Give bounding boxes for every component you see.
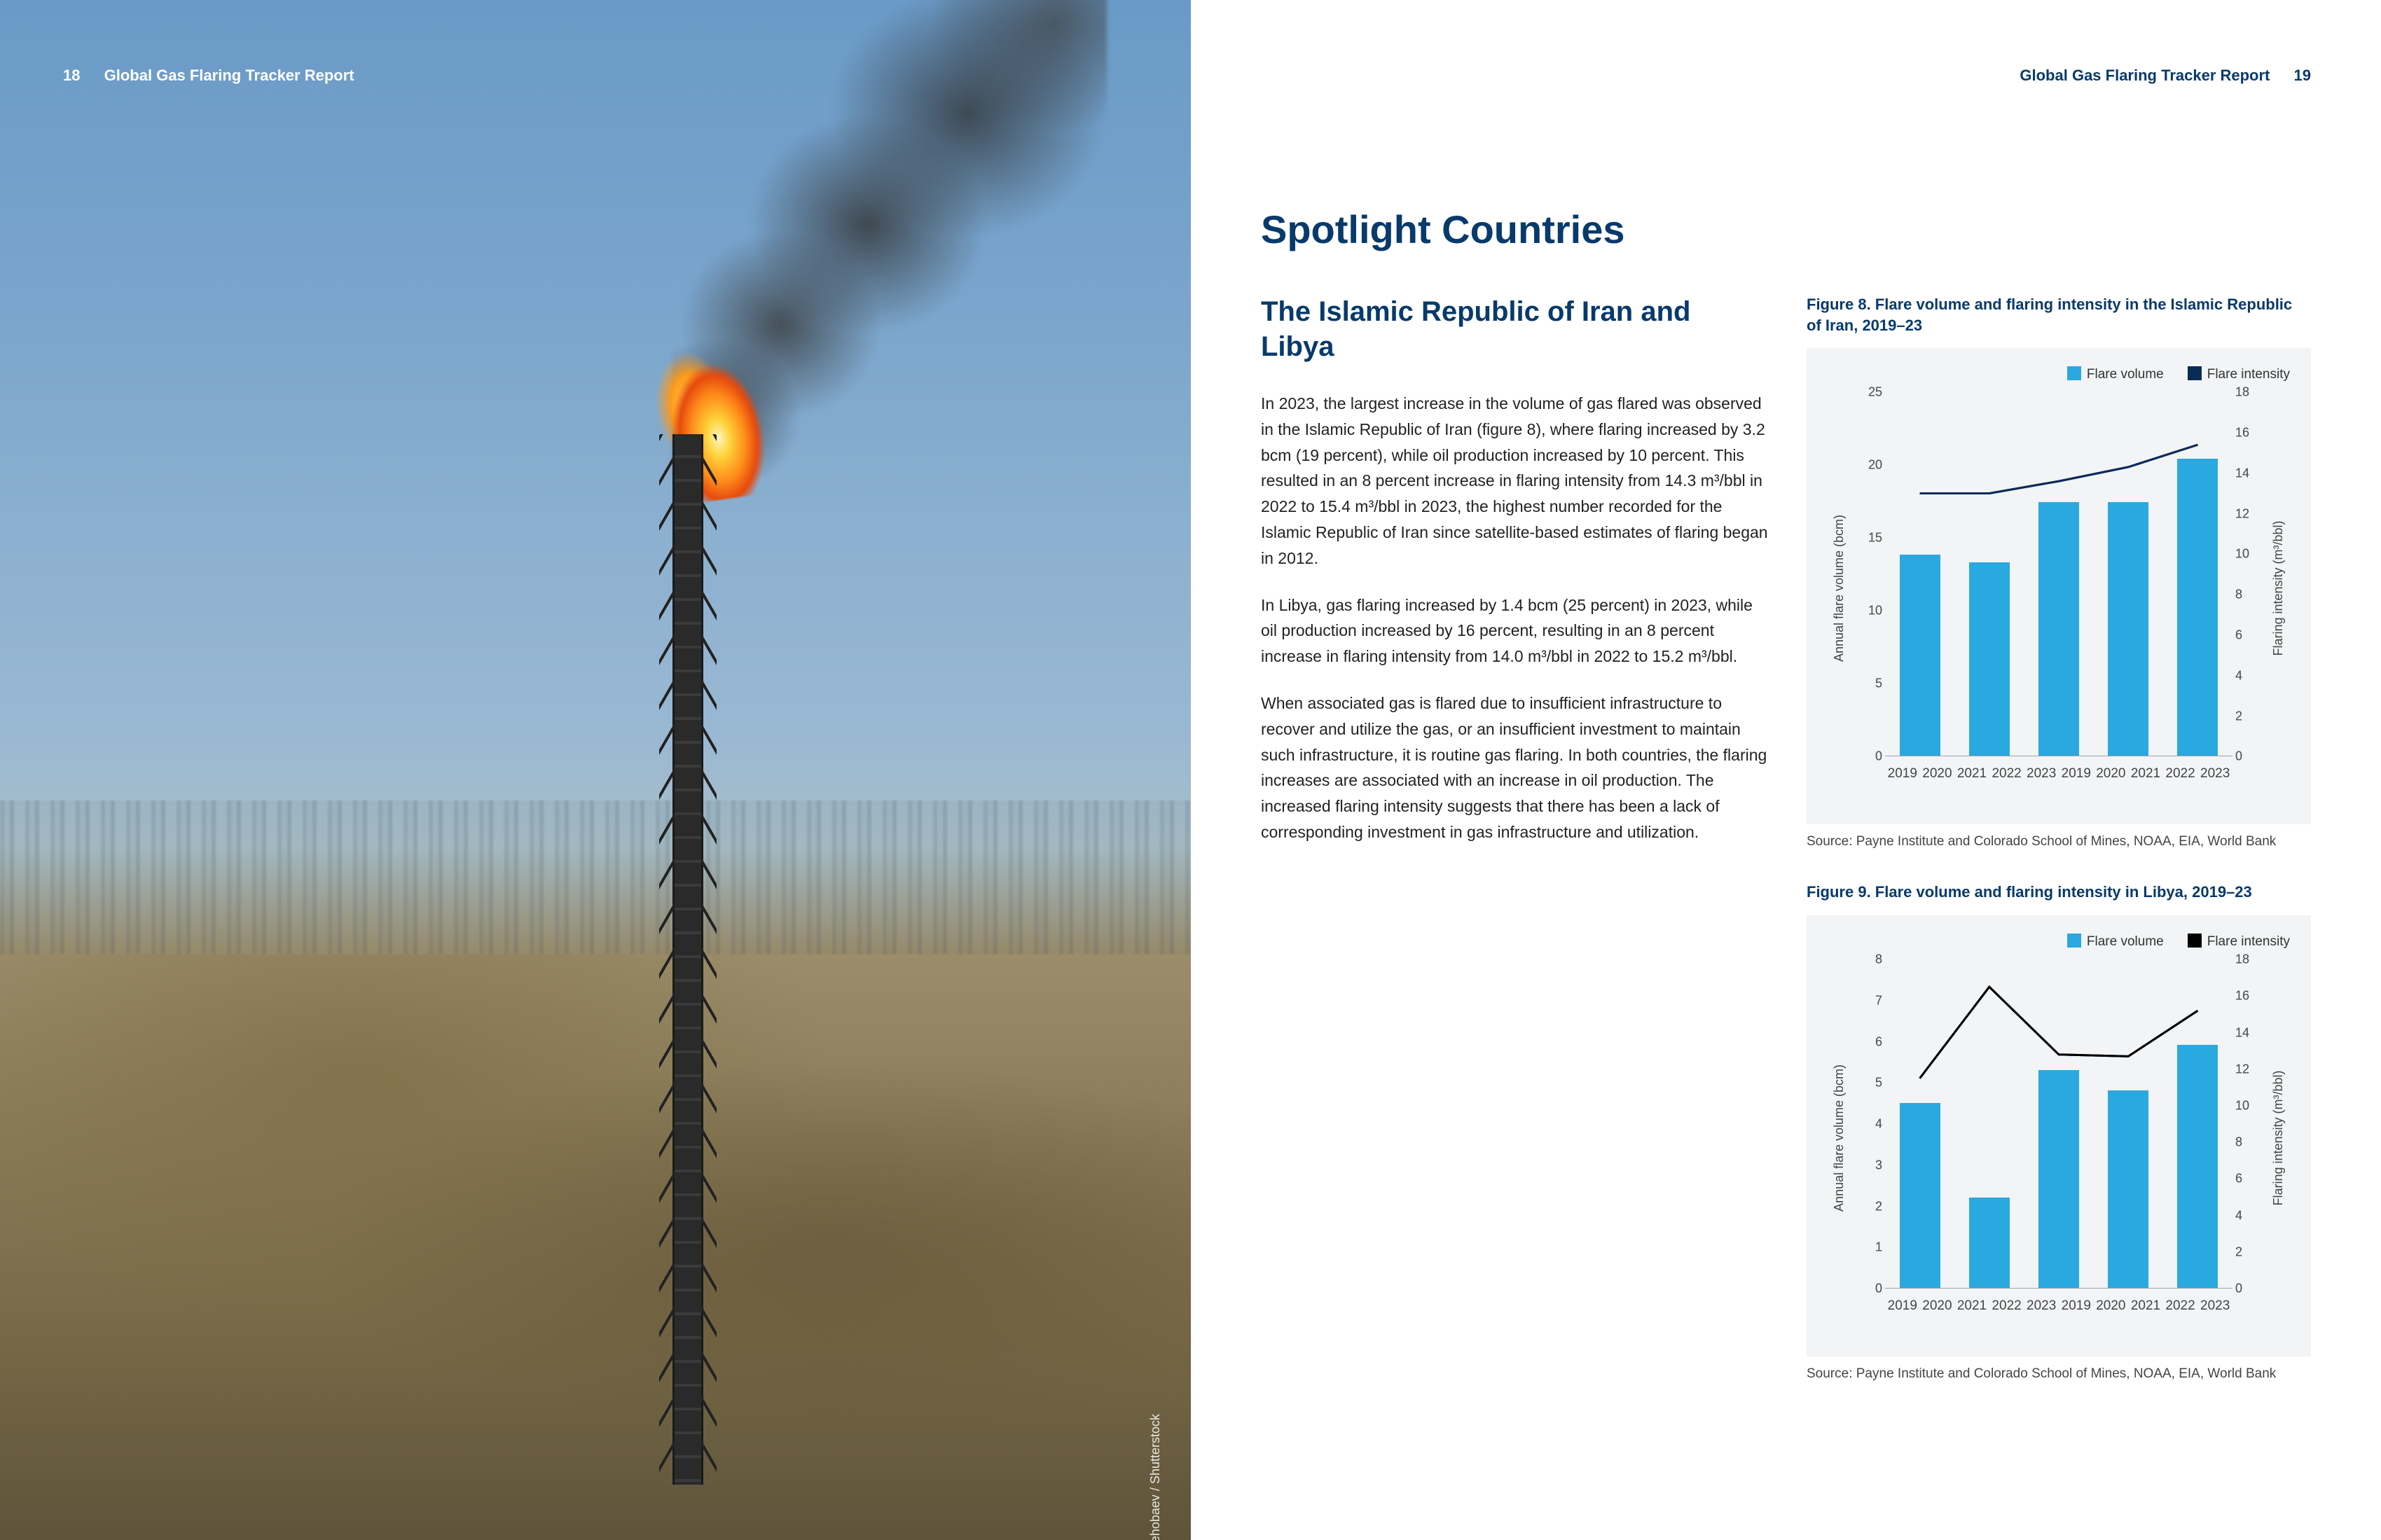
left-running-head: 18 Global Gas Flaring Tracker Report [63, 67, 354, 85]
photo-credit: Bulat tehobaev / Shutterstock [1148, 1414, 1163, 1540]
figure9-title: Figure 9. Flare volume and flaring inten… [1807, 882, 2311, 903]
paragraph-3: When associated gas is flared due to ins… [1261, 691, 1768, 845]
page-title: Spotlight Countries [1261, 207, 2311, 252]
left-page-number: 18 [63, 67, 80, 84]
legend-volume: Flare volume [2067, 366, 2164, 382]
figure9-yright-label: Flaring intensity (m³/bbl) [2271, 1071, 2286, 1206]
figure9-plot-area [1885, 959, 2232, 1289]
figure9-legend: Flare volume Flare intensity [1828, 934, 2290, 950]
figure8-yleft-ticks: 05101520250510152025 [1847, 392, 1882, 756]
figure9-xlabels: 2019202020212022202320192020202120222023 [1885, 1298, 2232, 1314]
figure8-yright-label: Flaring intensity (m³/bbl) [2271, 521, 2286, 656]
figure8-source: Source: Payne Institute and Colorado Sch… [1807, 834, 2311, 849]
refinery-skyline [0, 800, 1191, 955]
right-running-head: Global Gas Flaring Tracker Report 19 [2020, 67, 2311, 85]
figure8-yleft-label: Annual flare volume (bcm) [1832, 515, 1847, 662]
left-running-title: Global Gas Flaring Tracker Report [104, 67, 354, 84]
chart-column: Figure 8. Flare volume and flaring inten… [1807, 294, 2311, 1414]
right-page: Global Gas Flaring Tracker Report 19 Spo… [1191, 0, 2381, 1540]
figure8-plot-area [1885, 392, 2232, 756]
paragraph-1: In 2023, the largest increase in the vol… [1261, 391, 1768, 571]
legend-intensity: Flare intensity [2188, 934, 2290, 950]
ground-terrain [0, 955, 1191, 1540]
figure9-source: Source: Payne Institute and Colorado Sch… [1807, 1366, 2311, 1382]
figure9-yleft-ticks: 012345678012345678 [1847, 959, 1882, 1289]
figure9-plot: Annual flare volume (bcm) Flaring intens… [1828, 959, 2290, 1317]
figure8-yright-ticks: 024681012141618024681012141618 [2235, 392, 2270, 756]
figure9-chart: Flare volume Flare intensity Annual flar… [1807, 915, 2311, 1357]
left-page: 18 Global Gas Flaring Tracker Report Bul… [0, 0, 1191, 1540]
figure8-plot: Annual flare volume (bcm) Flaring intens… [1828, 392, 2290, 784]
figure8-xlabels: 2019202020212022202320192020202120222023 [1885, 766, 2232, 782]
section-subhead: The Islamic Republic of Iran and Libya [1261, 294, 1768, 364]
right-running-title: Global Gas Flaring Tracker Report [2020, 67, 2270, 84]
figure9-yleft-label: Annual flare volume (bcm) [1832, 1064, 1847, 1212]
figure8-title: Figure 8. Flare volume and flaring inten… [1807, 294, 2311, 335]
figure8-chart: Flare volume Flare intensity Annual flar… [1807, 348, 2311, 824]
flare-stack-tower [672, 434, 703, 1485]
figure8-legend: Flare volume Flare intensity [1828, 366, 2290, 382]
legend-intensity: Flare intensity [2188, 366, 2290, 382]
text-column: The Islamic Republic of Iran and Libya I… [1261, 294, 1768, 1414]
paragraph-2: In Libya, gas flaring increased by 1.4 b… [1261, 592, 1768, 670]
figure9-yright-ticks: 024681012141618024681012141618 [2235, 959, 2270, 1289]
two-column-layout: The Islamic Republic of Iran and Libya I… [1261, 294, 2311, 1414]
legend-volume: Flare volume [2067, 934, 2164, 950]
right-page-number: 19 [2294, 67, 2311, 84]
